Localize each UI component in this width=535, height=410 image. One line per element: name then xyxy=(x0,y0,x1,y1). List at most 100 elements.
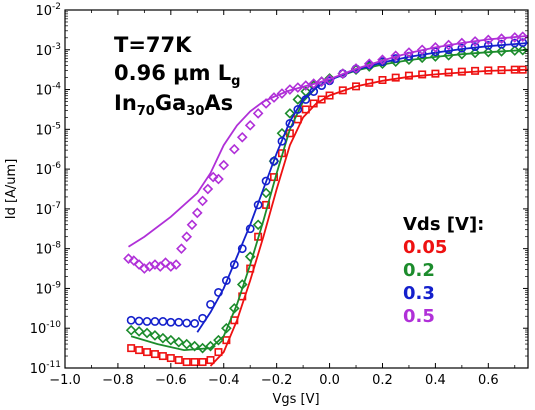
data-point-0.3 xyxy=(126,315,136,325)
y-tick-base: 10 xyxy=(35,282,52,297)
data-point-0.05 xyxy=(325,91,334,100)
data-point-0.3 xyxy=(214,288,223,297)
data-point-0.2 xyxy=(244,251,256,262)
series-0.5 xyxy=(123,31,528,274)
data-point-0.05 xyxy=(338,86,347,95)
data-point-0.3 xyxy=(245,224,255,234)
legend-title: Vds [V]: xyxy=(403,214,484,235)
y-tick-exponent: -8 xyxy=(52,241,61,251)
data-point-0.3 xyxy=(269,156,279,166)
y-tick-label: 10-9 xyxy=(35,280,61,297)
x-tick-label: 0.2 xyxy=(372,373,393,388)
annotation-gate-length: 0.96 μm Lg xyxy=(114,61,240,89)
data-point-0.5 xyxy=(218,159,230,171)
data-point-0.05 xyxy=(127,344,136,353)
data-point-0.2 xyxy=(213,334,224,346)
data-point-0.2 xyxy=(133,326,145,337)
data-point-0.05 xyxy=(404,71,413,80)
y-tick-label: 10-8 xyxy=(35,241,61,258)
y-tick-exponent: -11 xyxy=(46,360,61,370)
data-point-0.5 xyxy=(363,58,375,70)
data-point-0.05 xyxy=(166,354,175,363)
data-point-0.5 xyxy=(390,50,402,62)
data-point-0.2 xyxy=(149,330,161,341)
x-tick-label: −0.4 xyxy=(208,373,240,388)
y-tick-base: 10 xyxy=(30,322,47,337)
data-point-0.2 xyxy=(197,342,208,354)
data-point-0.05 xyxy=(135,346,144,355)
data-point-0.05 xyxy=(484,66,493,75)
y-tick-exponent: -2 xyxy=(52,2,61,12)
data-point-0.5 xyxy=(482,34,494,46)
data-point-0.3 xyxy=(253,200,263,210)
data-point-0.3 xyxy=(221,276,231,285)
legend-entry-0.5: 0.5 xyxy=(403,306,435,327)
y-tick-exponent: -3 xyxy=(52,42,61,52)
data-point-0.5 xyxy=(284,84,296,95)
data-point-0.2 xyxy=(125,324,137,336)
data-point-0.2 xyxy=(469,47,481,59)
x-tick-label: 0.6 xyxy=(478,373,499,388)
data-point-0.5 xyxy=(324,74,335,85)
y-tick-base: 10 xyxy=(35,44,52,59)
data-point-0.5 xyxy=(416,44,428,56)
data-point-0.05 xyxy=(301,105,310,114)
material-ga-fraction: 30 xyxy=(186,104,204,119)
data-point-0.5 xyxy=(170,259,182,270)
data-point-0.5 xyxy=(316,76,327,87)
data-point-0.3 xyxy=(285,118,295,128)
data-point-0.5 xyxy=(517,31,528,42)
fit-line-0.3 xyxy=(196,42,528,333)
data-point-0.3 xyxy=(261,176,271,186)
data-point-0.5 xyxy=(133,259,145,270)
data-point-0.5 xyxy=(244,120,256,131)
y-tick-base: 10 xyxy=(35,4,52,19)
legend-entry-0.3: 0.3 xyxy=(403,283,435,304)
data-point-0.2 xyxy=(482,46,494,58)
data-point-0.5 xyxy=(456,37,468,49)
data-point-0.2 xyxy=(324,73,335,84)
material-in-fraction: 70 xyxy=(137,104,155,119)
data-point-0.05 xyxy=(510,65,519,74)
data-point-0.5 xyxy=(276,88,288,99)
data-point-0.5 xyxy=(236,131,248,143)
data-point-0.2 xyxy=(173,336,185,348)
y-tick-base: 10 xyxy=(30,362,47,377)
y-tick-base: 10 xyxy=(35,163,52,178)
y-tick-label: 10-7 xyxy=(35,201,61,218)
x-axis-label: Vgs [V] xyxy=(272,392,319,407)
data-point-0.3 xyxy=(237,244,247,254)
material-ga: Ga xyxy=(155,91,186,115)
data-point-0.05 xyxy=(214,348,223,357)
data-point-0.5 xyxy=(469,36,481,47)
data-point-0.05 xyxy=(365,78,374,87)
data-point-0.3 xyxy=(483,41,493,50)
data-point-0.5 xyxy=(260,98,272,109)
data-point-0.05 xyxy=(158,352,167,361)
data-point-0.05 xyxy=(317,95,326,104)
data-point-0.5 xyxy=(292,82,304,93)
x-tick-label: 0.0 xyxy=(319,373,340,388)
data-point-0.05 xyxy=(174,356,183,365)
data-point-0.3 xyxy=(457,43,467,53)
data-point-0.3 xyxy=(206,299,215,309)
data-point-0.05 xyxy=(471,66,480,75)
gate-length-subscript: g xyxy=(231,74,240,89)
data-point-0.3 xyxy=(190,319,200,328)
data-point-0.3 xyxy=(470,42,480,51)
data-point-0.3 xyxy=(301,95,311,104)
data-point-0.2 xyxy=(189,340,200,352)
y-tick-exponent: -10 xyxy=(46,320,61,330)
data-point-0.5 xyxy=(268,92,280,103)
y-tick-label: 10-2 xyxy=(35,2,61,19)
legend: Vds [V]: 0.05 0.2 0.3 0.5 xyxy=(403,214,484,327)
data-point-0.3 xyxy=(150,317,160,326)
data-point-0.5 xyxy=(128,255,140,266)
data-point-0.05 xyxy=(431,69,440,78)
data-point-0.5 xyxy=(149,259,161,270)
data-point-0.5 xyxy=(228,143,240,155)
data-point-0.5 xyxy=(377,54,388,66)
y-tick-exponent: -5 xyxy=(52,121,61,131)
data-point-0.3 xyxy=(142,317,152,326)
